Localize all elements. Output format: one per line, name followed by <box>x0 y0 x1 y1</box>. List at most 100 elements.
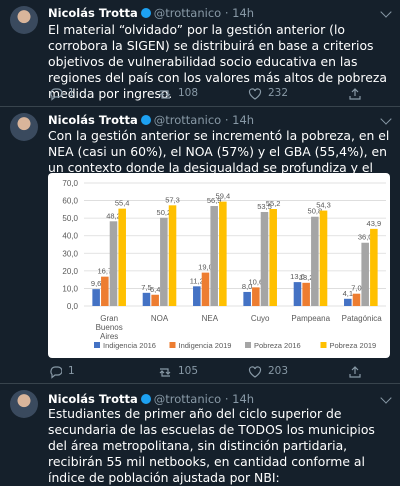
value-label: 16,7 <box>98 267 113 276</box>
value-label: 57,3 <box>165 195 180 204</box>
menu[interactable] <box>380 113 392 125</box>
author[interactable]: Nicolás Trotta <box>48 6 138 20</box>
legend-swatch <box>245 342 251 348</box>
handle[interactable]: @trottanico <box>153 392 222 406</box>
x-tick-label: Gran Buenos Aires <box>95 314 123 341</box>
y-tick-label: 60,0 <box>62 197 78 206</box>
value-label: 8,0 <box>242 282 252 291</box>
avatar[interactable] <box>10 6 38 34</box>
bar <box>311 216 319 306</box>
separator <box>0 106 400 107</box>
y-tick-label: 70,0 <box>62 179 78 188</box>
value-label: 56,9 <box>207 196 222 205</box>
value-label: 55,2 <box>266 199 281 208</box>
handle[interactable]: @trottanico <box>153 113 222 127</box>
retweet-button[interactable] <box>158 87 172 101</box>
author[interactable]: Nicolás Trotta <box>48 392 138 406</box>
bar <box>92 289 100 306</box>
verified-badge <box>140 394 151 404</box>
bar <box>252 287 260 306</box>
value-label: 54,3 <box>316 201 331 210</box>
tweet[interactable]: Nicolás Trotta @trottanico · 14h Estudian… <box>0 384 400 485</box>
legend-swatch <box>94 342 100 348</box>
value-label: 13,2 <box>299 273 314 282</box>
bar <box>118 208 126 306</box>
bar <box>101 276 109 306</box>
verified-badge <box>140 8 151 18</box>
author[interactable]: Nicolás Trotta <box>48 113 138 127</box>
bar <box>293 282 302 306</box>
value-label: 10,6 <box>249 277 264 286</box>
legend-swatch <box>320 342 327 348</box>
legend-label: Pobreza 2019 <box>330 341 377 350</box>
value-label: 19,0 <box>198 263 213 272</box>
tweet[interactable]: Nicolás Trotta @trottanico · 14h Con la g… <box>0 107 400 383</box>
bar <box>370 228 378 306</box>
reply-button[interactable] <box>48 365 62 379</box>
time[interactable]: 14h <box>232 6 255 20</box>
time[interactable]: 14h <box>232 392 255 406</box>
bar <box>193 286 201 306</box>
value-label: 9,6 <box>91 279 101 288</box>
x-tick-label: NOA <box>150 314 169 323</box>
avatar[interactable] <box>10 390 38 418</box>
avatar[interactable] <box>10 113 38 141</box>
y-tick-label: 30,0 <box>62 249 78 258</box>
replies-count: 1 <box>68 87 75 99</box>
y-tick-label: 0,0 <box>67 302 79 311</box>
bar <box>269 209 277 306</box>
time[interactable]: 14h <box>232 113 255 127</box>
bar <box>168 205 177 306</box>
bar <box>142 292 151 306</box>
value-label: 6,4 <box>150 285 160 294</box>
bar <box>352 293 361 306</box>
value-label: 50,8 <box>308 207 323 216</box>
share-button[interactable] <box>348 87 362 101</box>
likes-count: 232 <box>268 87 289 99</box>
menu[interactable] <box>380 6 392 18</box>
retweets-count: 108 <box>178 87 199 99</box>
like-button[interactable] <box>248 87 262 101</box>
value-label: 53,5 <box>257 202 272 211</box>
chart: 0,0 10,0 20,0 30,0 40,0 50,0 60,0 70,0 9,6 16,7 48… <box>62 179 386 350</box>
tweet-text: Estudiantes de primer año del ciclo supe… <box>48 406 375 485</box>
tweet-text: El material “olvidado” por la gestión an… <box>48 22 387 101</box>
bar <box>319 210 328 306</box>
bar <box>109 221 118 306</box>
legend-label: Pobreza 2016 <box>254 341 301 350</box>
value-label: 4,1 <box>343 289 353 298</box>
y-tick-label: 20,0 <box>62 267 78 276</box>
x-tick-label: NEA <box>201 314 219 323</box>
x-tick-label: Cuyo <box>250 314 270 323</box>
separator <box>0 383 400 384</box>
tweet-header: Nicolás Trotta @trottanico · 14h <box>48 392 255 406</box>
reply-button[interactable] <box>48 87 62 101</box>
bar <box>201 272 210 306</box>
bar <box>302 282 310 306</box>
legend-swatch <box>169 342 176 348</box>
value-label: 13,6 <box>290 272 305 281</box>
y-tick-label: 10,0 <box>62 284 78 293</box>
bar <box>344 298 352 306</box>
retweet-button[interactable] <box>158 365 172 379</box>
likes-count: 203 <box>268 365 289 377</box>
handle[interactable]: @trottanico <box>153 6 222 20</box>
value-label: 59,4 <box>216 192 231 201</box>
share-button[interactable] <box>348 365 362 379</box>
tweet[interactable]: Nicolás Trotta @trottanico · 14h El mater… <box>0 0 400 106</box>
actions: 1 108 232 <box>48 87 378 101</box>
value-label: 48,2 <box>106 211 121 220</box>
bar <box>210 206 218 306</box>
bar <box>219 201 227 306</box>
value-label: 36,0 <box>358 233 373 242</box>
chart-image[interactable]: 0,0 10,0 20,0 30,0 40,0 50,0 60,0 70,0 9,6 16,7 48… <box>48 173 390 358</box>
x-tick-label: Pampeana <box>291 314 331 323</box>
value-label: 7,5 <box>141 283 151 292</box>
menu[interactable] <box>380 392 392 404</box>
bar <box>361 242 369 306</box>
like-button[interactable] <box>248 365 262 379</box>
value-label: 11,2 <box>190 276 204 285</box>
value-label: 55,4 <box>115 199 130 208</box>
value-label: 43,9 <box>367 219 382 228</box>
